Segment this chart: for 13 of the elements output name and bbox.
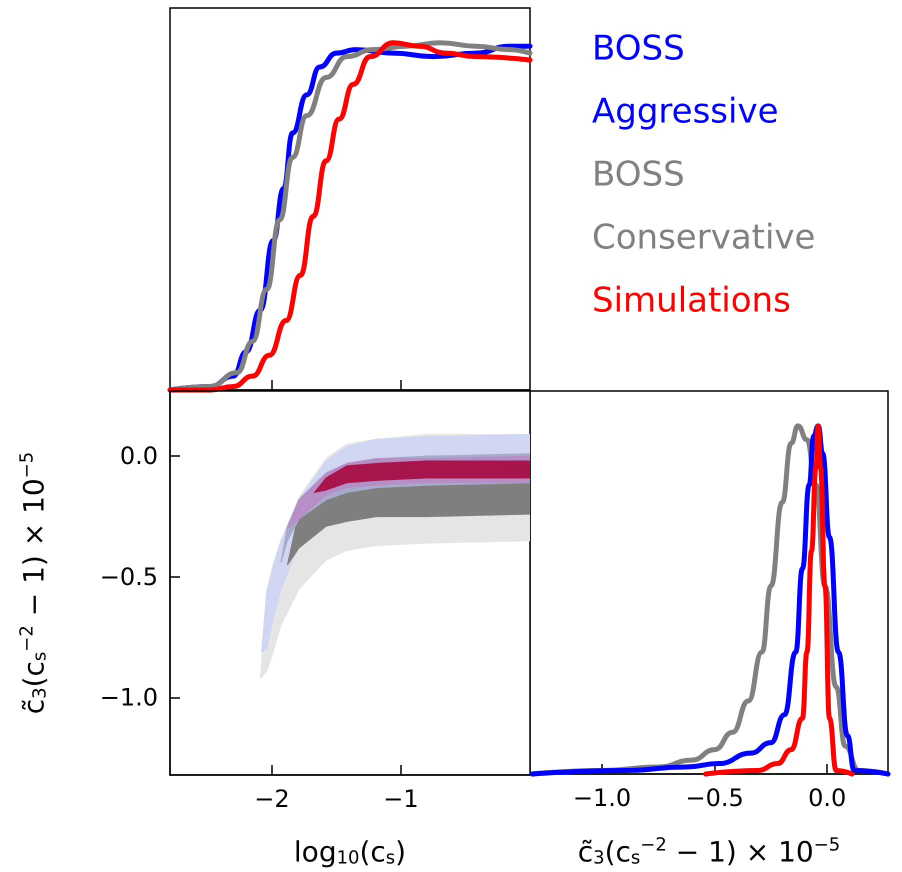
x-axis-title: log10(cs)	[294, 836, 406, 868]
x-tick-label: −1.0	[572, 784, 632, 812]
text: BOSS Conservative	[592, 154, 816, 258]
series-label: BOSS Aggressive	[592, 28, 778, 132]
y-tick-label: 0.0	[120, 442, 158, 470]
x-tick-label: −0.5	[685, 784, 744, 812]
y-tick-label: −1.0	[100, 684, 158, 712]
y-axis-title: c̃3(cs−2 − 1) × 10−5	[16, 452, 50, 714]
x-tick-label: −1	[383, 785, 419, 813]
x-tick-label: 0.0	[808, 784, 846, 812]
y-tick-label: −0.5	[100, 562, 158, 591]
text: Simulations	[592, 280, 791, 320]
x-tick-label: −2	[254, 785, 290, 813]
